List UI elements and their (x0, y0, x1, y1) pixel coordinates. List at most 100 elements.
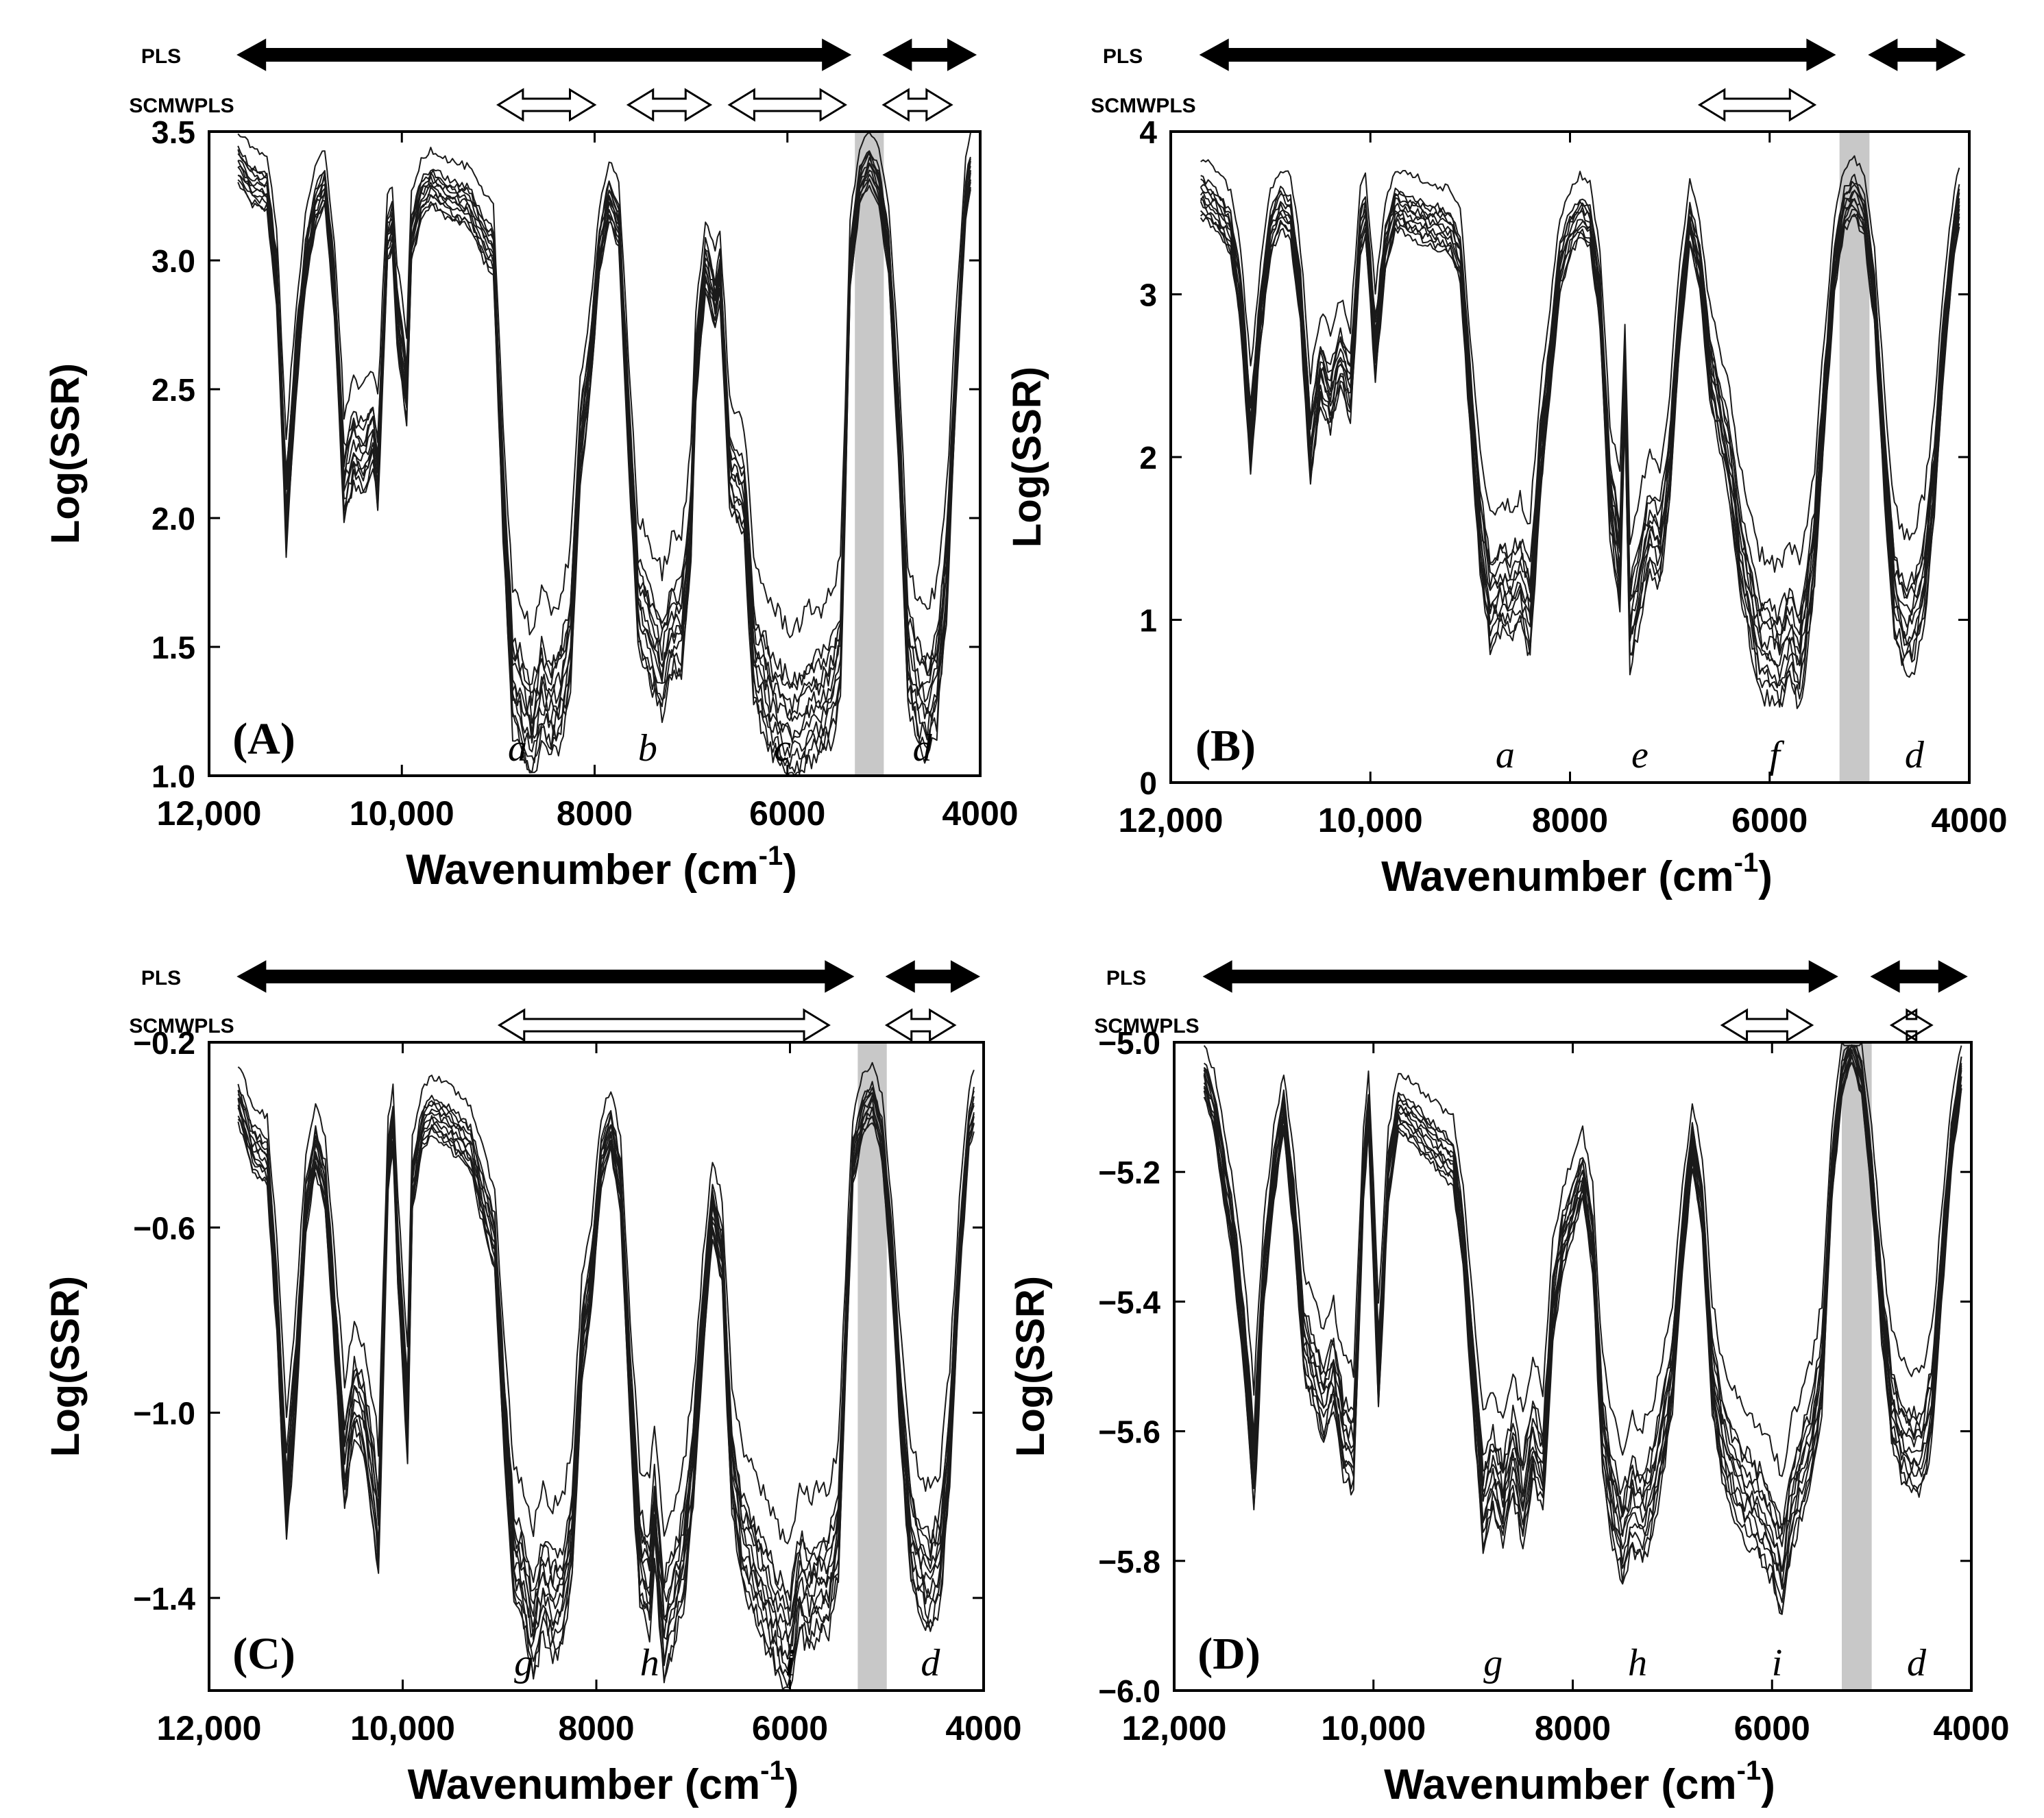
scmwpls-range-arrow-3 (727, 88, 848, 122)
y-tick-label: −5.6 (1098, 1414, 1160, 1450)
series-line-12 (237, 1061, 975, 1545)
region-label-d: d (1907, 1642, 1927, 1684)
panel-c: 12,000 10,000 8000 6000 4000 −1.4 −1.0 −0.6 −0.2… (43, 960, 1022, 1808)
x-tick-label: 4000 (1933, 1709, 2009, 1747)
y-tick-label: 2 (1139, 440, 1157, 476)
panel-tag: (D) (1197, 1629, 1261, 1679)
series-line-10 (1203, 1044, 1962, 1530)
scmwpls-range-arrow-2 (626, 88, 713, 122)
pls-range-arrow-1 (236, 38, 852, 71)
x-axis-title: Wavenumber (cm-1) (406, 841, 797, 894)
region-label-f: f (1769, 734, 1785, 776)
scmwpls-range-arrow-1 (1697, 88, 1817, 122)
region-label-g: g (514, 1642, 533, 1684)
scmwpls-label: SCMWPLS (129, 95, 234, 117)
x-tick-label: 6000 (1734, 1709, 1810, 1747)
series-group (1200, 155, 1960, 709)
panel-d: 12,000 10,000 8000 6000 4000 −6.0 −5.8 −5.6 −5.4… (1008, 960, 2010, 1808)
x-tick-label: 6000 (1731, 801, 1808, 839)
x-tick-label: 4000 (1931, 801, 2007, 839)
region-label-c: c (774, 727, 791, 770)
pls-range-arrow-2 (885, 960, 981, 993)
y-tick-label: −5.0 (1098, 1025, 1160, 1061)
region-label-d: d (1905, 734, 1925, 776)
x-tick-label: 10,000 (350, 1709, 455, 1747)
pls-label: PLS (1106, 967, 1146, 990)
range-arrows (1199, 38, 1966, 122)
x-tick-label: 12,000 (157, 1709, 262, 1747)
y-tick-label: 1 (1139, 603, 1157, 639)
x-tick-label: 8000 (1532, 801, 1608, 839)
pls-range-arrow-1 (1199, 38, 1836, 71)
x-tick-label: 12,000 (157, 794, 262, 833)
y-axis-title: Log(SSR) (43, 1276, 88, 1457)
scmwpls-range-arrow-1 (497, 1008, 831, 1042)
series-line-11 (1203, 1044, 1962, 1535)
series-group (237, 1061, 975, 1690)
y-tick-label: −0.6 (133, 1210, 195, 1246)
series-line-11 (237, 1081, 975, 1601)
x-tick-label: 8000 (558, 1709, 634, 1747)
y-tick-label: 1.0 (151, 759, 195, 794)
x-tick-label: 4000 (945, 1709, 1021, 1747)
series-line-5 (1200, 197, 1960, 680)
region-label-a: a (508, 727, 527, 770)
x-tick-label: 8000 (1535, 1709, 1611, 1747)
panel-tag: (B) (1195, 721, 1256, 771)
panel-tag: (C) (232, 1629, 295, 1679)
y-tick-label: −5.2 (1098, 1155, 1160, 1190)
x-tick-label: 10,000 (350, 794, 454, 833)
region-label-g: g (1483, 1642, 1502, 1684)
region-label-h: h (1628, 1642, 1647, 1684)
panel-b: 12,000 10,000 8000 6000 4000 0 1 2 3 4 Wavenumber … (1005, 38, 2008, 900)
x-tick-label: 12,000 (1119, 801, 1224, 839)
scmwpls-range-arrow-4 (881, 88, 953, 122)
x-axis-title: Wavenumber (cm-1) (1381, 848, 1773, 900)
region-label-e: e (1631, 734, 1648, 776)
y-tick-label: 3 (1139, 278, 1157, 313)
scmwpls-range-arrow-2 (1889, 1008, 1934, 1042)
series-line-12 (237, 132, 971, 639)
pls-range-arrow-2 (882, 38, 977, 71)
scmwpls-label: SCMWPLS (129, 1015, 234, 1037)
y-tick-label: 2.5 (151, 372, 195, 408)
panel-a: 12,000 10,000 8000 6000 4000 1.0 1.5 2.0 2.5 3.0 3… (43, 38, 1019, 894)
series-line-11 (1200, 173, 1960, 624)
x-tick-label: 10,000 (1321, 1709, 1426, 1747)
region-label-b: b (638, 727, 657, 770)
series-line-12 (1200, 155, 1960, 573)
range-arrows (236, 960, 981, 1042)
pls-label: PLS (141, 45, 181, 68)
range-arrows (236, 38, 977, 122)
y-tick-label: 4 (1139, 114, 1157, 150)
y-tick-label: −5.8 (1098, 1544, 1160, 1580)
scmwpls-range-arrow-1 (1720, 1008, 1814, 1042)
scmwpls-label: SCMWPLS (1094, 1015, 1199, 1037)
pls-range-arrow-1 (1202, 960, 1838, 993)
range-arrows (1202, 960, 1968, 1042)
pls-label: PLS (141, 967, 181, 990)
pls-range-arrow-2 (1870, 960, 1968, 993)
series-group (1203, 1042, 1962, 1615)
scmwpls-label: SCMWPLS (1091, 95, 1195, 117)
x-axis-title: Wavenumber (cm-1) (1384, 1756, 1775, 1808)
y-tick-label: −1.0 (133, 1396, 195, 1432)
y-tick-label: −6.0 (1098, 1673, 1160, 1709)
region-label-a: a (1496, 734, 1515, 776)
series-line-12 (1203, 1042, 1962, 1477)
x-tick-label: 6000 (749, 794, 825, 833)
highlight-band (855, 132, 884, 776)
panel-tag: (A) (232, 714, 295, 764)
y-tick-label: 3.5 (151, 114, 195, 150)
y-tick-label: 0 (1139, 765, 1157, 801)
y-tick-label: 2.0 (151, 501, 195, 537)
region-label-i: i (1772, 1642, 1783, 1684)
x-tick-label: 10,000 (1318, 801, 1423, 839)
pls-label: PLS (1103, 45, 1143, 68)
x-tick-label: 6000 (752, 1709, 828, 1747)
y-axis-title: Log(SSR) (1005, 367, 1049, 548)
x-tick-label: 4000 (942, 794, 1018, 833)
scmwpls-range-arrow-1 (496, 88, 597, 122)
region-label-i: i (785, 1642, 796, 1684)
y-tick-label: −0.2 (133, 1025, 195, 1061)
